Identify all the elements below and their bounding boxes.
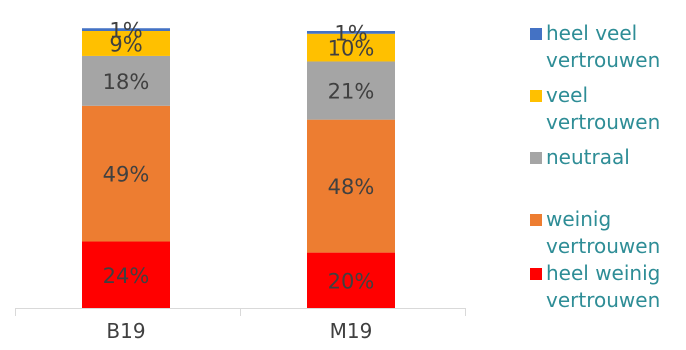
bar-segment-b19-neutraal	[82, 55, 170, 106]
legend-label: neutraal	[546, 145, 630, 169]
bar-segment-m19-weinig-vertrouwen	[307, 119, 395, 253]
bar-segment-m19-veel-vertrouwen	[307, 33, 395, 62]
legend-item: neutraal	[530, 144, 686, 171]
legend-item: veel vertrouwen	[530, 82, 686, 136]
bar-segment-b19-veel-vertrouwen	[82, 31, 170, 56]
data-label: 10%	[328, 37, 375, 61]
x-tick-label: B19	[106, 319, 145, 343]
data-label: 24%	[103, 264, 150, 288]
legend-label: heel veel vertrouwen	[546, 21, 661, 72]
legend-item: heel veel vertrouwen	[530, 20, 686, 74]
data-label: 49%	[103, 163, 150, 187]
segment-labels-group: 24%49%18%9%1%20%48%21%10%1%	[103, 19, 375, 294]
data-label: 1%	[334, 21, 367, 45]
data-label: 1%	[109, 19, 142, 43]
bar-segment-m19-neutraal	[307, 61, 395, 120]
data-label: 21%	[328, 80, 375, 104]
data-label: 20%	[328, 269, 375, 293]
x-tick-label: M19	[330, 319, 373, 343]
bar-segment-m19-heel-weinig-vertrouwen	[307, 252, 395, 308]
data-label: 48%	[328, 175, 375, 199]
legend-swatch	[530, 268, 542, 280]
bar-segment-m19-heel-veel-vertrouwen	[307, 31, 395, 34]
legend-swatch	[530, 214, 542, 226]
legend-swatch	[530, 152, 542, 164]
legend-label: weinig vertrouwen	[546, 207, 661, 258]
x-axis: B19 M19	[15, 308, 466, 343]
data-label: 18%	[103, 70, 150, 94]
bar-segment-b19-heel-weinig-vertrouwen	[82, 241, 170, 308]
bars-group	[82, 28, 395, 308]
legend-label: heel weinig vertrouwen	[546, 261, 661, 312]
bar-segment-b19-weinig-vertrouwen	[82, 105, 170, 242]
legend-item: weinig vertrouwen	[530, 206, 686, 260]
bar-segment-b19-heel-veel-vertrouwen	[82, 28, 170, 31]
legend-item: heel weinig vertrouwen	[530, 260, 686, 314]
legend-swatch	[530, 28, 542, 40]
legend-swatch	[530, 90, 542, 102]
data-label: 9%	[109, 32, 142, 56]
legend-label: veel vertrouwen	[546, 83, 661, 134]
